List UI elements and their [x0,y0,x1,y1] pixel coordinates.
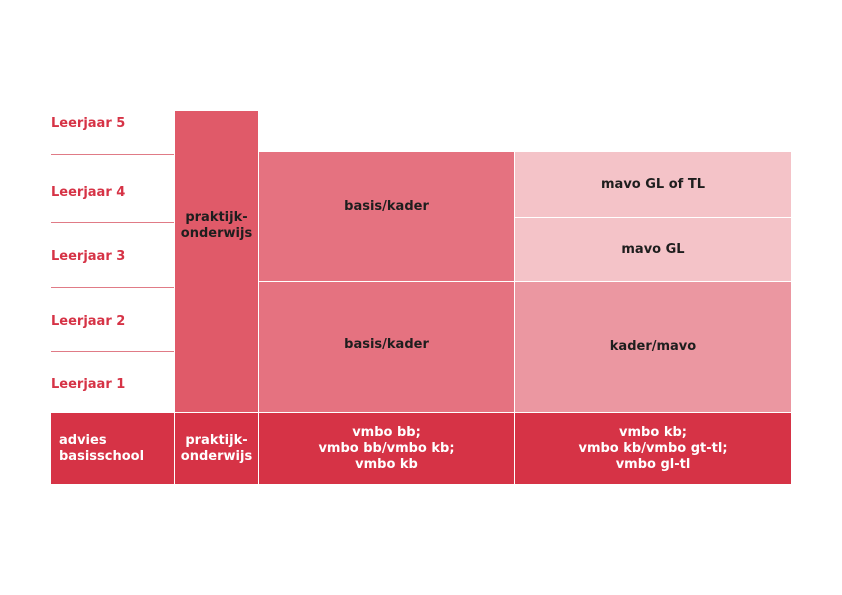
advies-basisschool-cell: advies basisschool [51,413,174,484]
row-label-leerjaar-5: Leerjaar 5 [51,116,126,131]
row-divider [51,154,174,155]
row-label-leerjaar-4: Leerjaar 4 [51,185,126,200]
footer-vmbo-bb-cell: vmbo bb; vmbo bb/vmbo kb; vmbo kb [259,413,514,484]
row-label-leerjaar-2: Leerjaar 2 [51,314,126,329]
basis-kader-upper-label: basis/kader [344,198,429,214]
basis-kader-lower-block: basis/kader [259,282,514,412]
footer-vmbo-kb-label: vmbo kb; vmbo kb/vmbo gt-tl; vmbo gl-tl [578,424,728,472]
footer-praktijkonderwijs-cell: praktijk- onderwijs [175,413,258,484]
basis-kader-lower-label: basis/kader [344,337,429,352]
footer-vmbo-bb-label: vmbo bb; vmbo bb/vmbo kb; vmbo kb [318,424,455,472]
kader-mavo-block: kader/mavo [515,282,791,412]
mavo-gl-of-tl-label: mavo GL of TL [601,176,705,192]
mavo-gl-block: mavo GL [515,218,791,281]
row-label-leerjaar-3: Leerjaar 3 [51,249,126,264]
footer-praktijkonderwijs-label: praktijk- onderwijs [180,432,253,464]
mavo-gl-label: mavo GL [621,241,685,257]
kader-mavo-label: kader/mavo [609,339,697,354]
advies-basisschool-label: advies basisschool [59,432,145,464]
row-divider [51,287,174,288]
praktijkonderwijs-block: praktijk- onderwijs [175,111,258,412]
row-label-leerjaar-1: Leerjaar 1 [51,377,126,392]
praktijkonderwijs-label: praktijk- onderwijs [180,209,253,241]
mavo-gl-of-tl-block: mavo GL of TL [515,152,791,217]
row-divider [51,222,174,223]
footer-vmbo-kb-cell: vmbo kb; vmbo kb/vmbo gt-tl; vmbo gl-tl [515,413,791,484]
basis-kader-upper-block: basis/kader [259,152,514,281]
row-divider [51,351,174,352]
